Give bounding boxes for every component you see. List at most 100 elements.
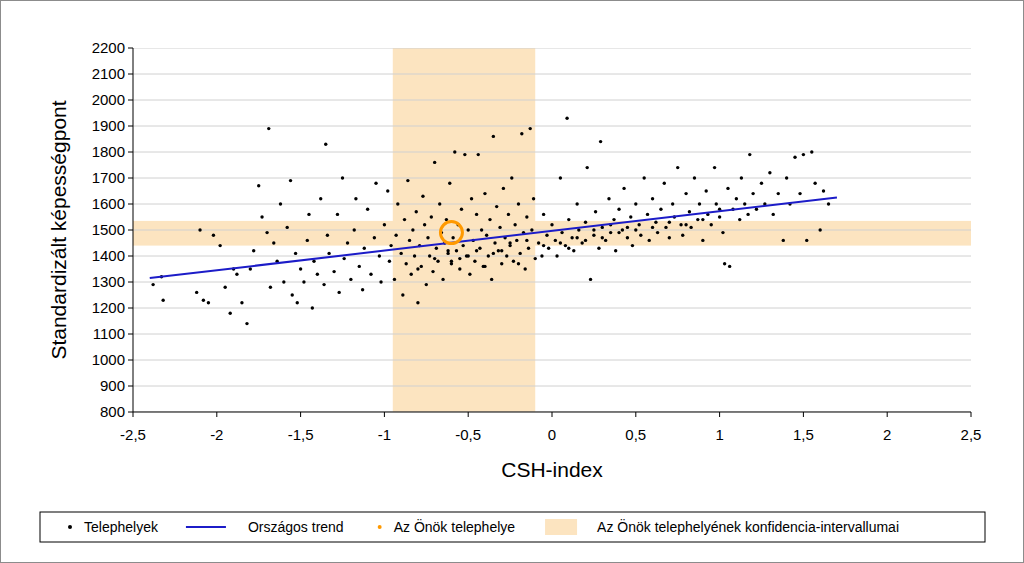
data-point [307, 213, 310, 216]
data-point [626, 236, 629, 239]
data-point [383, 223, 386, 226]
grid-line [133, 412, 971, 413]
tick-label: 1700 [92, 169, 125, 186]
data-point [565, 117, 568, 120]
tick-label: 1600 [92, 195, 125, 212]
data-point [373, 236, 376, 239]
data-point [467, 228, 470, 231]
data-point [637, 223, 640, 226]
data-point [223, 286, 226, 289]
chart: 8009001000110012001300140015001600170018… [0, 0, 1024, 563]
tick [128, 126, 133, 127]
data-point [671, 202, 674, 205]
data-point [525, 239, 528, 242]
data-point [715, 202, 718, 205]
tick-label: 2000 [92, 91, 125, 108]
data-point [798, 192, 801, 195]
data-point [634, 202, 637, 205]
data-point [289, 179, 292, 182]
data-point [415, 210, 418, 213]
data-point [575, 202, 578, 205]
data-point [202, 299, 205, 302]
data-point [746, 213, 749, 216]
data-point [584, 239, 587, 242]
data-point [240, 301, 243, 304]
data-point [698, 202, 701, 205]
data-point [668, 236, 671, 239]
data-point [468, 273, 471, 276]
data-point [470, 197, 473, 200]
tick [552, 412, 553, 417]
data-point [502, 187, 505, 190]
tick [803, 412, 804, 417]
grid-line [133, 74, 971, 75]
data-point [272, 241, 275, 244]
data-point [564, 244, 567, 247]
data-point [433, 257, 436, 260]
grid-line [133, 100, 971, 101]
data-point [614, 249, 617, 252]
data-point [631, 244, 634, 247]
tick-label: 0,5 [625, 426, 646, 443]
data-point [332, 270, 335, 273]
plot-area [133, 48, 971, 412]
data-point [738, 218, 741, 221]
data-point [366, 208, 369, 211]
grid-line [133, 152, 971, 153]
tick-label: 1,5 [793, 426, 814, 443]
tick-label: -0,5 [455, 426, 481, 443]
tick [128, 386, 133, 387]
data-point [701, 218, 704, 221]
tick-label: 2200 [92, 39, 125, 56]
data-point [294, 252, 297, 255]
data-point [403, 218, 406, 221]
tick-label: 1400 [92, 247, 125, 264]
data-point [805, 239, 808, 242]
data-point [341, 176, 344, 179]
data-point [760, 182, 763, 185]
legend-swatch [68, 525, 72, 529]
tick-label: 2,5 [961, 426, 982, 443]
data-point [393, 278, 396, 281]
data-point [212, 234, 215, 237]
data-point [416, 267, 419, 270]
data-point [488, 218, 491, 221]
tick [128, 178, 133, 179]
data-point [420, 265, 423, 268]
tick [133, 412, 134, 417]
data-point [681, 234, 684, 237]
data-point [818, 228, 821, 231]
data-point [642, 176, 645, 179]
data-point [336, 213, 339, 216]
data-point [512, 260, 515, 263]
data-point [710, 223, 713, 226]
data-point [218, 244, 221, 247]
data-point [399, 252, 402, 255]
data-point [622, 187, 625, 190]
data-point [354, 197, 357, 200]
data-point [777, 192, 780, 195]
legend-label: Telephelyek [84, 519, 159, 535]
data-point [740, 176, 743, 179]
tick [971, 412, 972, 417]
data-point [668, 221, 671, 224]
legend: TelephelyekOrszágos trendAz Önök telephe… [40, 512, 985, 542]
tick-label: -2,5 [120, 426, 146, 443]
data-point [458, 267, 461, 270]
data-point [485, 234, 488, 237]
data-point [827, 202, 830, 205]
data-point [785, 176, 788, 179]
data-point [793, 156, 796, 159]
data-point [728, 265, 731, 268]
data-point [768, 171, 771, 174]
data-point [621, 228, 624, 231]
data-point [659, 208, 662, 211]
tick-label: 1100 [93, 325, 125, 342]
data-point [523, 267, 526, 270]
tick-label: 1300 [92, 273, 125, 290]
data-point [550, 223, 553, 226]
data-point [492, 135, 495, 138]
trend-line [150, 198, 837, 279]
frame [1, 1, 1024, 563]
y-axis-title: Standardizált képességpont [47, 100, 70, 359]
